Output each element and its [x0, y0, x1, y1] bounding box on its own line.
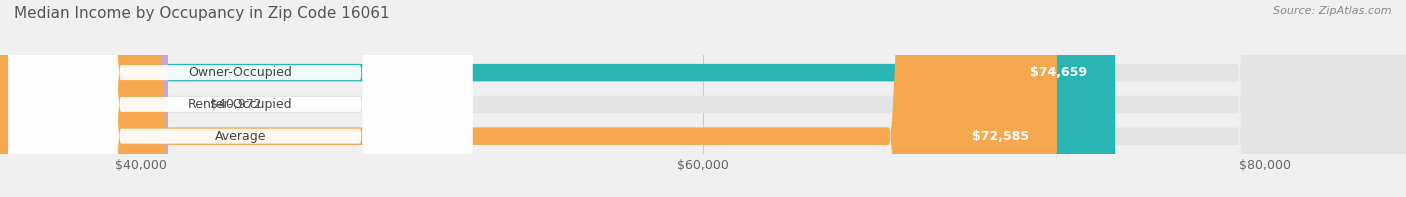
Text: Owner-Occupied: Owner-Occupied: [188, 66, 292, 79]
Text: Renter-Occupied: Renter-Occupied: [188, 98, 292, 111]
FancyBboxPatch shape: [0, 0, 1115, 197]
FancyBboxPatch shape: [0, 0, 169, 197]
FancyBboxPatch shape: [8, 0, 472, 197]
Text: $40,972: $40,972: [209, 98, 262, 111]
Text: Source: ZipAtlas.com: Source: ZipAtlas.com: [1274, 6, 1392, 16]
FancyBboxPatch shape: [0, 0, 1057, 197]
Text: Median Income by Occupancy in Zip Code 16061: Median Income by Occupancy in Zip Code 1…: [14, 6, 389, 21]
Text: Average: Average: [215, 130, 266, 143]
FancyBboxPatch shape: [8, 0, 472, 197]
FancyBboxPatch shape: [8, 0, 472, 197]
Text: $74,659: $74,659: [1031, 66, 1087, 79]
Text: $72,585: $72,585: [972, 130, 1029, 143]
